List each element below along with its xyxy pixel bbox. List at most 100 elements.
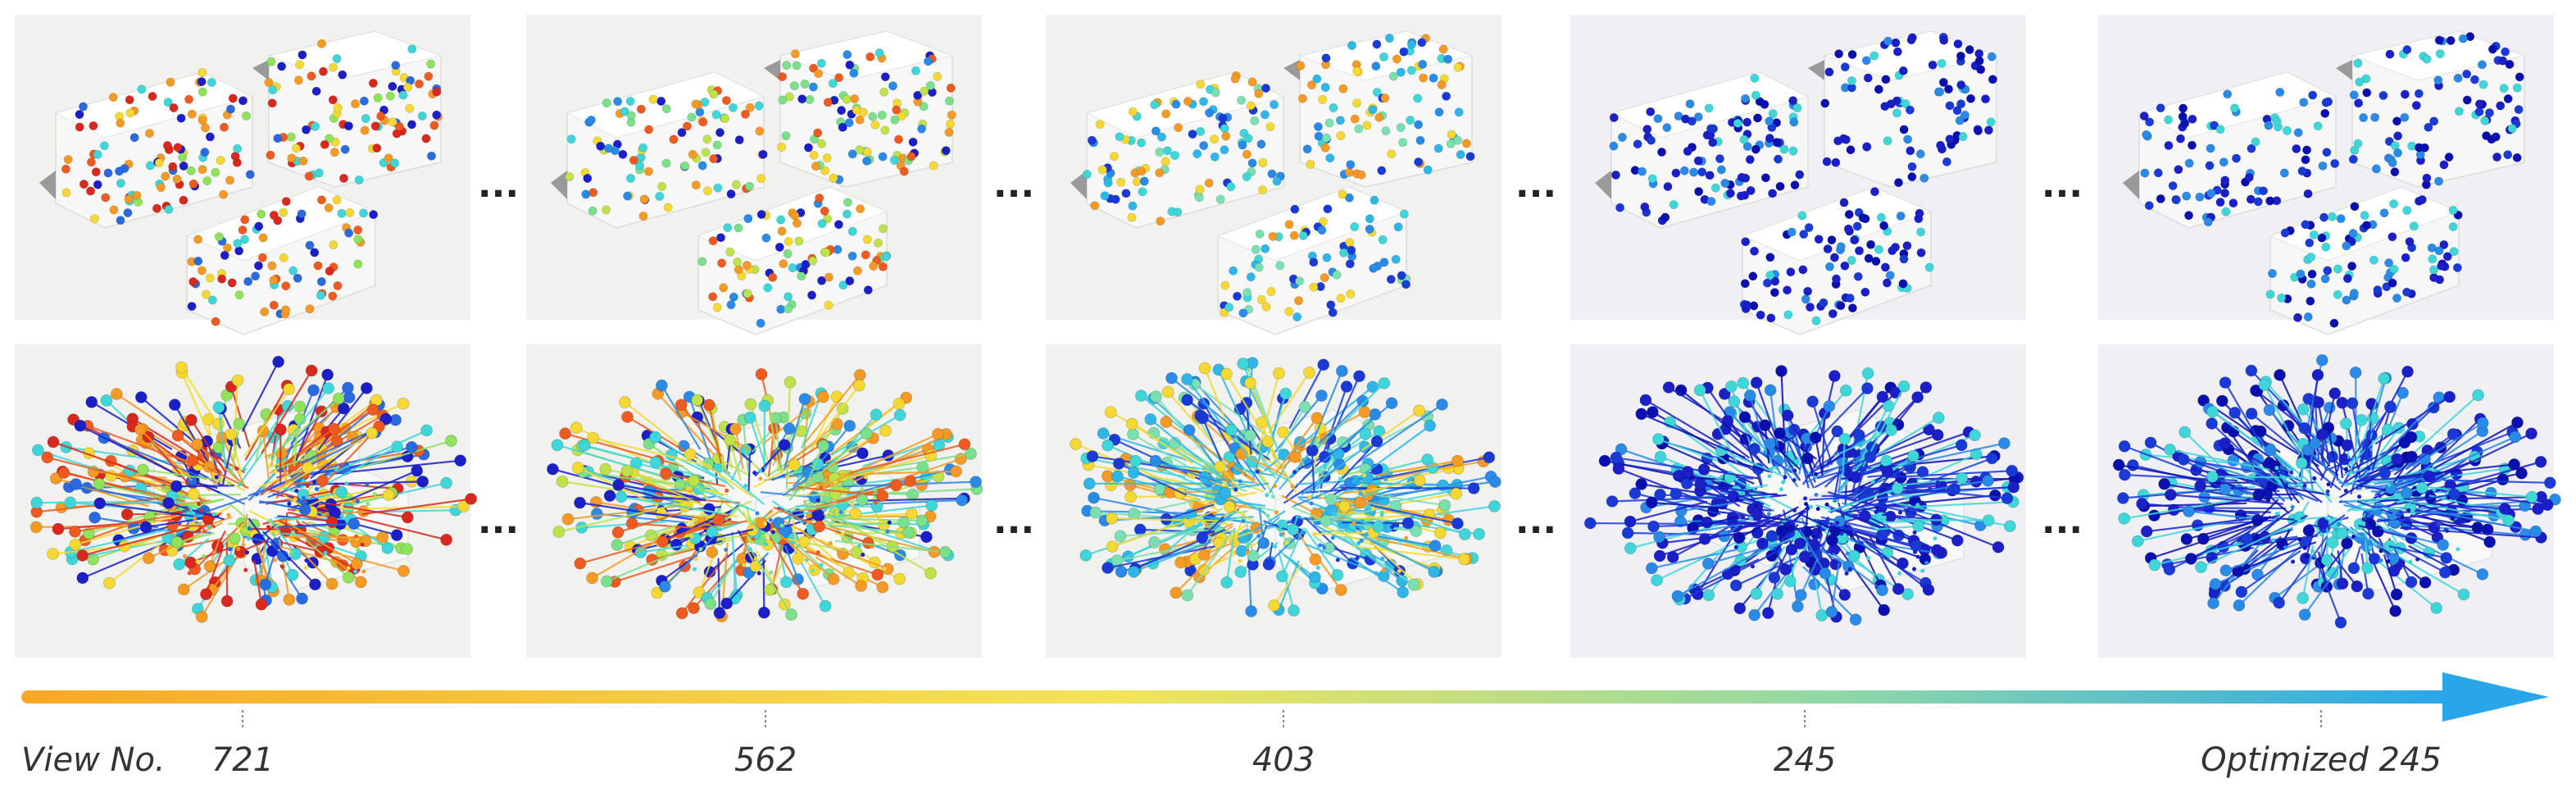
viewpoint-dot <box>281 305 291 315</box>
viewpoint-dot <box>269 300 279 310</box>
panel-label-5: Optimized 245 <box>2201 741 2442 779</box>
viewpoint-sphere <box>1181 373 1193 385</box>
viewpoint-dot <box>879 87 889 97</box>
panel-label-2: 562 <box>734 741 797 779</box>
view-direction-line <box>325 502 408 519</box>
viewpoint-dot <box>855 145 865 155</box>
viewpoint-dot <box>338 70 348 80</box>
viewpoint-dot <box>1306 80 1316 90</box>
viewpoint-dot <box>1775 181 1785 191</box>
viewpoint-dot <box>2434 35 2444 45</box>
viewpoint-sphere <box>1819 567 1832 580</box>
view-direction-line <box>253 560 263 605</box>
viewpoint-dot <box>878 262 888 271</box>
viewpoint-dot <box>1255 229 1265 239</box>
viewpoint-dot <box>1814 235 1824 244</box>
viewpoint-dot <box>2178 103 2188 113</box>
viewpoint-dot <box>2153 168 2163 178</box>
view-direction-line <box>834 540 946 553</box>
viewpoint-dot <box>1399 47 1409 57</box>
surface-point <box>1781 480 1786 485</box>
viewpoint-sphere <box>360 381 373 394</box>
viewpoint-sphere <box>2297 403 2310 416</box>
viewpoint-dot <box>1870 187 1879 197</box>
viewpoint-dot <box>1151 126 1161 136</box>
viewpoint-dot <box>1161 109 1171 119</box>
viewpoint-dot <box>1939 35 1949 45</box>
viewpoint-sphere <box>877 518 890 531</box>
surface-point <box>743 484 748 489</box>
viewpoint-dot <box>2277 293 2287 303</box>
viewpoint-sphere <box>1308 571 1321 584</box>
viewpoint-dot <box>1745 155 1755 165</box>
viewpoint-sphere <box>587 431 600 444</box>
viewpoint-sphere <box>1912 520 1925 532</box>
viewpoint-dot <box>2215 198 2225 207</box>
surface-point <box>354 534 359 539</box>
surface-point <box>361 569 366 574</box>
viewpoint-dot <box>2433 75 2443 85</box>
viewpoint-dot <box>358 208 368 218</box>
viewpoint-sphere <box>1278 449 1290 461</box>
viewpoint-dot <box>1916 227 1926 237</box>
surface-point <box>320 483 325 488</box>
viewpoint-sphere <box>2401 365 2414 378</box>
viewpoint-sphere <box>904 475 917 487</box>
viewpoint-dot <box>1338 189 1347 199</box>
viewpoint-sphere <box>1424 419 1437 432</box>
view-direction-line <box>824 526 869 544</box>
surface-point <box>1270 494 1275 499</box>
viewpoint-sphere <box>2315 353 2328 367</box>
viewpoint-sphere <box>1635 408 1648 421</box>
viewpoint-dot <box>337 208 347 218</box>
viewpoint-sphere <box>110 388 123 400</box>
viewpoint-dot <box>1155 168 1165 178</box>
viewpoint-dot <box>253 261 263 271</box>
viewpoint-dot <box>2503 150 2513 160</box>
view-direction-line <box>183 558 229 590</box>
viewpoint-sphere <box>2368 552 2381 565</box>
viewpoint-dot <box>390 158 400 168</box>
viewpoint-sphere <box>2298 421 2311 435</box>
surface-point <box>1315 565 1320 570</box>
view-direction-line <box>784 544 799 580</box>
viewpoint-sphere <box>2341 439 2354 452</box>
viewpoint-dot <box>1082 170 1092 180</box>
viewpoint-sphere <box>2206 417 2219 430</box>
viewpoint-dot <box>1725 189 1735 198</box>
viewpoint-sphere <box>231 374 244 387</box>
surface-point <box>372 492 377 497</box>
viewpoint-dot <box>2414 89 2424 98</box>
bottom-scene-3 <box>1069 357 1502 617</box>
viewpoint-sphere <box>1161 385 1174 398</box>
viewpoint-dot <box>626 111 636 121</box>
surface-point <box>1302 531 1306 535</box>
viewpoint-dot <box>398 90 408 100</box>
surface-point <box>1284 540 1289 545</box>
viewpoint-dot <box>222 243 232 253</box>
viewpoint-dot <box>1265 121 1275 131</box>
viewpoint-dot <box>1935 87 1945 97</box>
viewpoint-sphere <box>2194 480 2207 492</box>
viewpoint-dot <box>164 204 174 214</box>
viewpoint-dot <box>893 134 903 144</box>
surface-point <box>876 517 881 521</box>
surface-point <box>725 488 729 493</box>
viewpoint-dot <box>1883 36 1893 46</box>
viewpoint-sphere <box>283 383 296 395</box>
viewpoint-dot <box>2292 143 2301 153</box>
viewpoint-dot <box>823 98 833 107</box>
viewpoint-dot <box>1127 212 1137 222</box>
surface-point <box>1245 541 1250 546</box>
surface-point <box>238 482 243 487</box>
viewpoint-dot <box>1256 139 1266 149</box>
viewpoint-dot <box>1246 272 1256 282</box>
viewpoint-sphere <box>1992 540 2005 553</box>
viewpoint-dot <box>2405 237 2415 247</box>
viewpoint-dot <box>1309 257 1319 267</box>
viewpoint-sphere <box>1801 452 1814 465</box>
viewpoint-dot <box>2205 161 2215 171</box>
surface-point <box>2302 483 2307 488</box>
viewpoint-dot <box>890 115 900 125</box>
viewpoint-sphere <box>1311 412 1324 425</box>
